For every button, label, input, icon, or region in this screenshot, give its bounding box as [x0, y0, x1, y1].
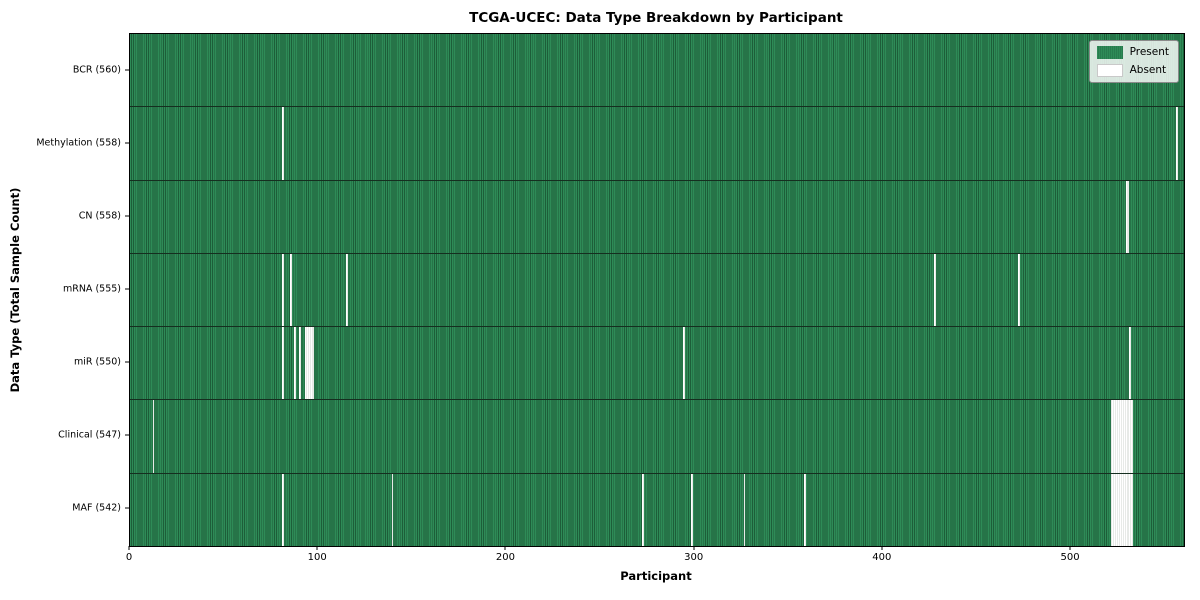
- absent-cell: [282, 327, 285, 400]
- y-tick-mark: [125, 288, 129, 290]
- heatmap-row-Clinical: [130, 399, 1184, 473]
- absent-cell: [1129, 473, 1132, 546]
- y-tick-mark: [125, 69, 129, 71]
- absent-cell: [1114, 400, 1117, 473]
- absent-cell: [289, 253, 292, 327]
- x-tick-label: 100: [307, 552, 327, 563]
- absent-cell: [1127, 180, 1130, 253]
- absent-cell: [282, 107, 285, 180]
- absent-cell: [933, 253, 936, 327]
- heatmap-row-mRNA: [130, 252, 1184, 327]
- y-tick-mark: [125, 142, 129, 144]
- absent-cell: [1121, 400, 1124, 473]
- absent-cell: [1110, 473, 1113, 546]
- absent-cell: [690, 473, 693, 546]
- absent-cell: [310, 327, 313, 400]
- x-tick-mark: [504, 546, 506, 550]
- absent-cell: [306, 327, 309, 400]
- chart-title: TCGA-UCEC: Data Type Breakdown by Partic…: [469, 10, 843, 26]
- x-tick-label: 300: [684, 552, 704, 563]
- absent-cell: [1125, 180, 1128, 253]
- y-tick-label: miR (550): [73, 356, 121, 368]
- heatmap-row-miR: [130, 326, 1184, 400]
- heatmap-row-MAF: [130, 472, 1184, 546]
- absent-cell: [803, 473, 806, 546]
- absent-cell: [1125, 400, 1128, 473]
- absent-cell: [305, 327, 307, 400]
- absent-cell: [312, 327, 315, 400]
- absent-cell: [1125, 473, 1128, 546]
- x-tick-mark: [316, 546, 318, 550]
- x-tick-area: 0 100 200 300 400 500: [125, 545, 1183, 567]
- absent-cell: [1176, 107, 1179, 180]
- x-tick-label: 200: [495, 552, 515, 563]
- legend-label-present: Present: [1129, 46, 1169, 58]
- y-tick-label: CN (558): [78, 210, 121, 222]
- legend-label-absent: Absent: [1129, 64, 1167, 76]
- absent-cell: [1112, 473, 1115, 546]
- absent-cell: [308, 327, 311, 400]
- absent-cell: [1129, 327, 1132, 400]
- absent-cell: [152, 400, 155, 473]
- absent-cell: [293, 327, 296, 400]
- plot-area: Present Absent: [129, 33, 1185, 547]
- absent-cell: [1127, 473, 1130, 546]
- absent-cell: [1121, 473, 1124, 546]
- absent-cell: [1120, 400, 1122, 473]
- absent-cell: [1131, 473, 1134, 546]
- x-axis-label: Participant: [620, 569, 692, 583]
- y-tick-mark: [125, 215, 129, 217]
- absent-cell: [1116, 400, 1119, 473]
- y-tick-label: MAF (542): [72, 502, 121, 514]
- absent-cell: [1127, 400, 1130, 473]
- x-tick-mark: [1069, 546, 1071, 550]
- heatmap-row-CN: [130, 179, 1184, 253]
- y-tick-mark: [125, 507, 129, 509]
- absent-cell: [299, 327, 302, 400]
- y-tick-label: Methylation (558): [36, 137, 121, 149]
- absent-cell: [1123, 400, 1126, 473]
- absent-cell: [346, 253, 349, 327]
- x-tick-mark: [128, 546, 130, 550]
- legend-item-absent: Absent: [1096, 64, 1169, 77]
- y-tick-mark: [125, 361, 129, 363]
- absent-cell: [1018, 253, 1021, 327]
- absent-cell: [1112, 400, 1115, 473]
- x-tick-mark: [693, 546, 695, 550]
- y-tick-mark: [125, 434, 129, 436]
- absent-cell: [641, 473, 644, 546]
- x-tick-label: 0: [125, 552, 133, 563]
- y-tick-label: Clinical (547): [58, 429, 121, 441]
- absent-cell: [391, 473, 394, 546]
- absent-cell: [743, 473, 746, 546]
- absent-cell: [282, 253, 285, 327]
- x-tick-mark: [881, 546, 883, 550]
- y-tick-labels: BCR (560) Methylation (558) CN (558) mRNA (…: [0, 33, 121, 545]
- absent-cell: [1114, 473, 1117, 546]
- heatmap-row-BCR: [130, 34, 1184, 107]
- y-tick-label: BCR (560): [72, 64, 121, 76]
- absent-cell: [1120, 473, 1122, 546]
- absent-cell: [1118, 400, 1120, 473]
- legend: Present Absent: [1088, 40, 1179, 83]
- absent-cell: [1123, 473, 1126, 546]
- heatmap-row-Methylation: [130, 106, 1184, 180]
- legend-item-present: Present: [1096, 46, 1169, 59]
- absent-cell: [1116, 473, 1119, 546]
- present-swatch-icon: [1096, 46, 1123, 59]
- absent-cell: [1129, 400, 1132, 473]
- absent-cell: [282, 473, 285, 546]
- absent-cell: [1110, 400, 1113, 473]
- x-tick-label: 500: [1060, 552, 1080, 563]
- absent-swatch-icon: [1096, 64, 1123, 77]
- absent-cell: [683, 327, 686, 400]
- x-tick-label: 400: [872, 552, 892, 563]
- absent-cell: [1118, 473, 1120, 546]
- y-tick-label: mRNA (555): [62, 283, 121, 295]
- absent-cell: [1131, 400, 1134, 473]
